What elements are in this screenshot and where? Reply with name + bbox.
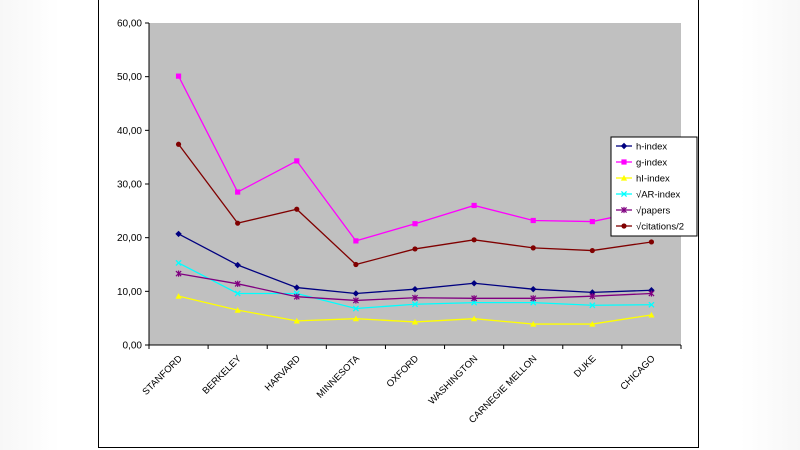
- data-point-marker: [470, 280, 478, 287]
- chart-frame: 0,00 10,00 20,00 30,00 40,00 50,00 60,00 STANFO…: [98, 0, 699, 448]
- data-point-marker: [589, 247, 595, 254]
- x-category-label: STANFORD: [140, 353, 184, 397]
- y-tick-label: 30,00: [117, 180, 142, 191]
- legend-entry: √citations/2: [616, 222, 684, 233]
- x-category-label: DUKE: [572, 353, 598, 379]
- legend-label: g-index: [636, 158, 667, 169]
- data-point-marker: [294, 206, 300, 212]
- x-category-label: BERKELEY: [201, 353, 245, 397]
- y-tick-label: 40,00: [117, 126, 142, 137]
- data-point-marker: [294, 158, 300, 164]
- data-point-marker: [589, 320, 596, 327]
- data-point-marker: [530, 320, 537, 327]
- data-point-marker: [621, 159, 627, 165]
- data-point-marker: [471, 295, 478, 302]
- line-chart: 0,00 10,00 20,00 30,00 40,00 50,00 60,00 STANFO…: [117, 19, 698, 426]
- data-point-marker: [471, 202, 477, 209]
- data-point-marker: [411, 285, 419, 293]
- data-point-marker: [471, 237, 477, 243]
- legend-label: √citations/2: [636, 222, 684, 233]
- x-category-label: OXFORD: [385, 353, 422, 390]
- data-point-marker: [620, 174, 628, 181]
- data-point-marker: [352, 297, 359, 304]
- data-point-marker: [621, 223, 627, 229]
- legend-label: √AR-index: [636, 190, 681, 201]
- data-point-marker: [411, 301, 419, 308]
- data-point-marker: [293, 293, 300, 300]
- data-point-marker: [620, 142, 628, 150]
- data-point-marker: [648, 239, 655, 245]
- y-tick-label: 50,00: [117, 72, 142, 83]
- data-point-marker: [293, 317, 300, 324]
- x-category-label: MINNESOTA: [315, 353, 363, 401]
- legend-entry: g-index: [616, 158, 667, 169]
- data-point-marker: [648, 301, 655, 308]
- data-point-marker: [530, 295, 537, 302]
- data-point-marker: [589, 218, 595, 225]
- data-point-marker: [175, 270, 182, 277]
- y-tick-label: 0,00: [123, 341, 143, 352]
- y-tick-label: 20,00: [117, 233, 142, 244]
- data-point-marker: [353, 238, 359, 244]
- legend-entry: √papers: [616, 206, 671, 217]
- data-point-marker: [235, 189, 241, 195]
- data-point-marker: [411, 318, 419, 325]
- data-point-marker: [648, 311, 655, 318]
- legend-entry: h-index: [616, 142, 667, 153]
- data-point-marker: [293, 284, 300, 291]
- legend-box: [610, 136, 698, 237]
- data-point-marker: [620, 190, 628, 198]
- data-point-marker: [412, 221, 418, 227]
- legend-label: √papers: [636, 206, 671, 217]
- y-tick-label: 10,00: [117, 287, 142, 298]
- data-point-marker: [353, 261, 359, 268]
- data-point-marker: [648, 290, 655, 297]
- data-point-marker: [175, 293, 182, 299]
- data-point-marker: [589, 302, 596, 309]
- data-point-marker: [620, 206, 628, 214]
- data-point-marker: [352, 290, 360, 297]
- legend-entry: √AR-index: [616, 190, 681, 201]
- legend-entry: hI-index: [616, 174, 670, 185]
- data-point-marker: [589, 293, 596, 300]
- data-point-marker: [530, 217, 536, 224]
- x-category-label: HARVARD: [263, 353, 303, 393]
- data-point-marker: [352, 315, 359, 322]
- data-point-marker: [175, 259, 182, 266]
- x-category-label: CARNEGIE MELLON: [467, 353, 539, 425]
- series-citations-2: [175, 141, 655, 268]
- data-point-marker: [412, 246, 418, 252]
- legend-label: h-index: [636, 142, 667, 153]
- series-layer: [175, 73, 655, 327]
- series-hi-index: [175, 293, 655, 327]
- data-point-marker: [530, 245, 536, 251]
- x-category-label: CHICAGO: [618, 353, 657, 392]
- data-point-marker: [235, 220, 241, 226]
- y-tick-label: 60,00: [117, 19, 142, 30]
- series-papers: [175, 270, 655, 304]
- x-category-label: WASHINGTON: [427, 353, 481, 407]
- legend: h-index g-index hI-index √AR-index √papers √c…: [610, 136, 698, 237]
- legend-label: hI-index: [636, 174, 670, 185]
- data-point-marker: [411, 294, 419, 301]
- data-point-marker: [175, 73, 182, 79]
- data-point-marker: [352, 305, 359, 312]
- data-point-marker: [234, 261, 241, 269]
- data-point-marker: [175, 230, 182, 238]
- data-point-marker: [234, 290, 241, 297]
- data-point-marker: [471, 315, 478, 322]
- data-point-marker: [234, 280, 241, 287]
- data-point-marker: [234, 307, 241, 313]
- data-point-marker: [175, 141, 182, 147]
